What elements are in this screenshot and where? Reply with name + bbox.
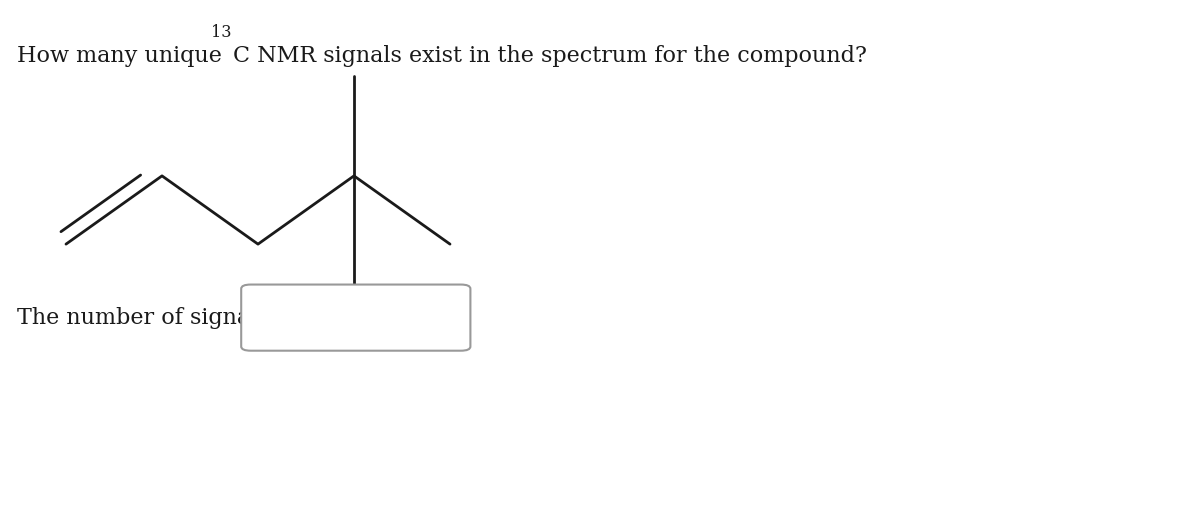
Text: How many unique: How many unique: [17, 45, 229, 67]
Text: The number of signals is:: The number of signals is:: [17, 307, 301, 329]
FancyBboxPatch shape: [241, 285, 470, 351]
Text: 13: 13: [211, 24, 232, 40]
Text: C NMR signals exist in the spectrum for the compound?: C NMR signals exist in the spectrum for …: [233, 45, 866, 67]
